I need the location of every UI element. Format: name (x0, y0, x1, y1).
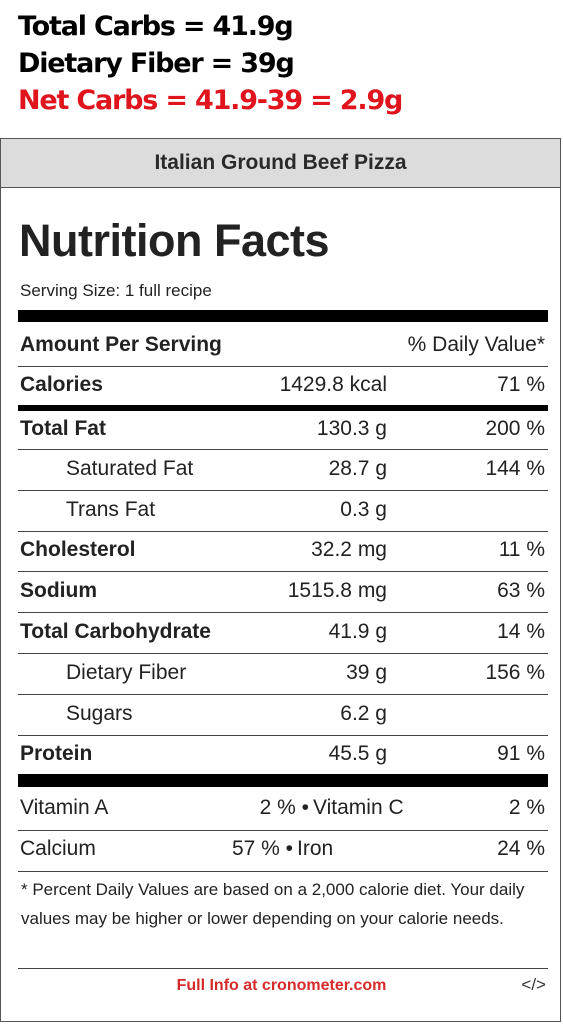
nutrient-daily-value: 91 % (497, 742, 545, 765)
net-carbs-line: Net Carbs = 41.9-39 = 2.9g (18, 85, 403, 116)
nutrition-facts-title: Nutrition Facts (19, 215, 330, 266)
nutrient-daily-value: 11 % (498, 538, 545, 561)
nutrient-amount: 41.9 g (328, 620, 387, 643)
nutrient-row-trans-fat: Trans Fat 0.3 g (20, 492, 547, 528)
divider (18, 531, 548, 532)
nutrient-row-calories: Calories 1429.8 kcal 71 % (20, 367, 547, 403)
nutrient-amount: 1429.8 kcal (279, 373, 387, 396)
iron-value: 24 % (497, 837, 545, 860)
nutrient-name: Protein (20, 742, 93, 765)
divider (18, 871, 548, 872)
divider (18, 366, 548, 367)
nutrient-row-dietary-fiber: Dietary Fiber 39 g 156 % (20, 655, 547, 691)
nutrient-amount: 45.5 g (328, 742, 387, 765)
amount-per-serving-row: Amount Per Serving % Daily Value* (20, 327, 547, 363)
nutrient-row-cholesterol: Cholesterol 32.2 mg 11 % (20, 532, 547, 568)
vitamin-row-calcium-iron: Calcium 57 % • Iron 24 % (20, 831, 547, 867)
vitamin-a-label: Vitamin A (20, 796, 109, 819)
nutrient-name: Sugars (66, 702, 133, 725)
amount-per-serving-label: Amount Per Serving (20, 333, 222, 356)
nutrient-amount: 6.2 g (340, 702, 387, 725)
carb-calculation-note: Total Carbs = 41.9g Dietary Fiber = 39g … (18, 8, 403, 119)
nutrient-name: Saturated Fat (66, 457, 194, 480)
divider (18, 612, 548, 613)
vitamin-c-value: 2 % (508, 796, 545, 819)
nutrient-row-sugars: Sugars 6.2 g (20, 696, 547, 732)
nutrient-daily-value: 14 % (497, 620, 545, 643)
serving-size: Serving Size: 1 full recipe (20, 281, 212, 300)
divider (18, 449, 548, 450)
vitamin-c-label: Vitamin C (313, 796, 404, 819)
nutrient-row-saturated-fat: Saturated Fat 28.7 g 144 % (20, 451, 547, 487)
nutrient-daily-value: 200 % (485, 417, 545, 440)
divider (18, 571, 548, 572)
nutrient-daily-value: 71 % (497, 373, 545, 396)
nutrient-name: Cholesterol (20, 538, 136, 561)
total-carbs-line: Total Carbs = 41.9g (18, 11, 294, 42)
divider (18, 694, 548, 695)
nutrient-name: Dietary Fiber (66, 661, 187, 684)
divider (18, 653, 548, 654)
embed-code-icon[interactable]: </> (521, 975, 546, 994)
nutrient-row-protein: Protein 45.5 g 91 % (20, 736, 547, 772)
iron-label: Iron (297, 837, 334, 860)
nutrient-name: Total Carbohydrate (20, 620, 211, 643)
daily-value-footnote: * Percent Daily Values are based on a 2,… (21, 880, 525, 928)
thick-divider (18, 310, 548, 322)
divider (18, 490, 548, 491)
divider (18, 830, 548, 831)
nutrient-amount: 39 g (346, 661, 387, 684)
nutrient-row-sodium: Sodium 1515.8 mg 63 % (20, 573, 547, 609)
recipe-name-header: Italian Ground Beef Pizza (1, 139, 560, 188)
divider (18, 968, 548, 969)
daily-value-header: % Daily Value* (407, 333, 545, 356)
nutrient-daily-value: 156 % (485, 661, 545, 684)
medium-divider (18, 405, 548, 411)
nutrient-name: Calories (20, 373, 103, 396)
nutrient-amount: 130.3 g (316, 417, 387, 440)
nutrient-daily-value: 144 % (485, 457, 545, 480)
nutrient-amount: 1515.8 mg (287, 579, 387, 602)
calcium-value: 57 % • (231, 837, 293, 860)
nutrient-name: Sodium (20, 579, 97, 602)
vitamin-row-a-c: Vitamin A 2 % • Vitamin C 2 % (20, 790, 547, 826)
nutrient-name: Total Fat (20, 417, 106, 440)
dietary-fiber-line: Dietary Fiber = 39g (18, 48, 295, 79)
nutrient-row-total-carbohydrate: Total Carbohydrate 41.9 g 14 % (20, 614, 547, 650)
nutrient-name: Trans Fat (66, 498, 156, 521)
nutrient-row-total-fat: Total Fat 130.3 g 200 % (20, 411, 547, 447)
full-info-link[interactable]: Full Info at cronometer.com (176, 977, 387, 994)
nutrient-daily-value: 63 % (497, 579, 545, 602)
nutrient-amount: 28.7 g (328, 457, 387, 480)
nutrient-amount: 0.3 g (340, 498, 387, 521)
divider (18, 735, 548, 736)
nutrient-amount: 32.2 mg (311, 538, 387, 561)
nutrition-label: Italian Ground Beef Pizza Nutrition Fact… (0, 138, 561, 1022)
thick-divider (18, 774, 548, 787)
calcium-label: Calcium (20, 837, 96, 860)
vitamin-a-value: 2 % • (259, 796, 309, 819)
